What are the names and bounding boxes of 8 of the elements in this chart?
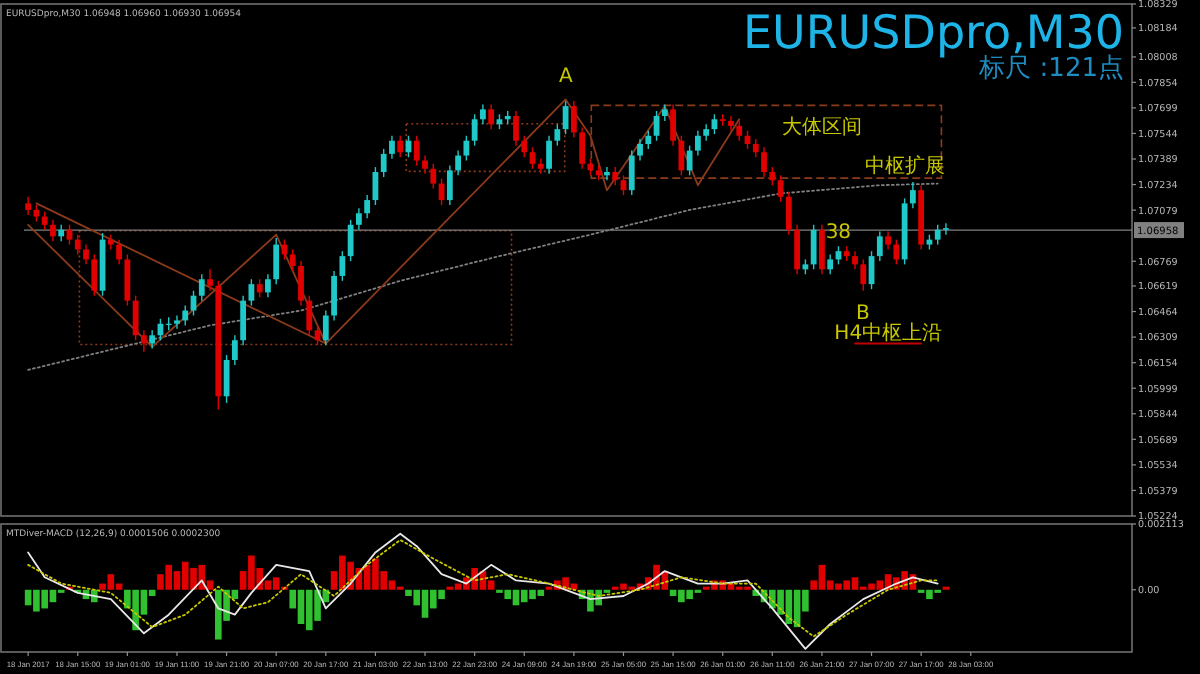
annotation: A (558, 65, 573, 88)
annotation: 大体区间 (781, 114, 862, 139)
annotation: 中枢扩展 (864, 154, 945, 179)
chart-title: EURUSDpro,M30 (742, 8, 1124, 60)
text: 标尺 :121点 (977, 54, 1124, 84)
annotation: B (855, 303, 870, 326)
annotation: 38 (825, 222, 852, 245)
annotation: H4中枢上沿 (834, 321, 943, 346)
